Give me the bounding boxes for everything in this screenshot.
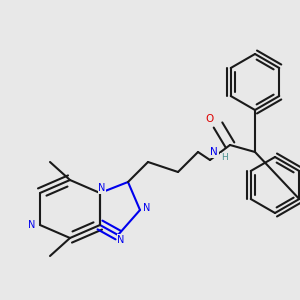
Text: N: N xyxy=(143,203,151,213)
Text: N: N xyxy=(28,220,36,230)
Text: O: O xyxy=(206,114,214,124)
Text: N: N xyxy=(210,147,218,157)
Text: H: H xyxy=(220,154,227,163)
Text: N: N xyxy=(98,183,106,193)
Text: N: N xyxy=(117,235,125,245)
